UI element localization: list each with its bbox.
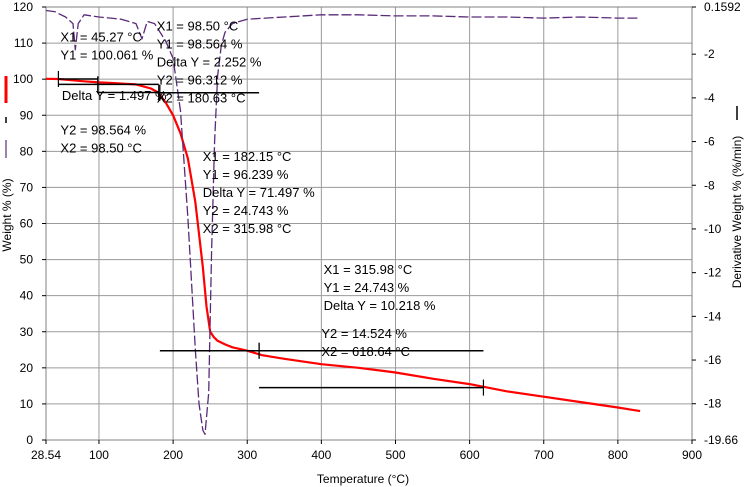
annotation-line: Delta Y = 10.218 %: [324, 298, 436, 313]
step-markers: [57, 70, 485, 396]
x-tick-label: 600: [460, 448, 480, 462]
x-tick-label: 28.54: [31, 448, 61, 462]
right-y-tick-label: -2: [704, 47, 715, 61]
left-y-tick-label: 20: [20, 361, 34, 375]
left-y-tick-label: 50: [20, 253, 34, 267]
left-y-tick-label: 120: [13, 0, 33, 14]
right-y-axis-ticks: 0.1592 -2 -4 -6 -8 -10 -12 -14 -16 -18 -19.66: [692, 0, 741, 447]
left-axis-title-group: Weight % (%): [0, 76, 14, 252]
left-y-tick-label: 30: [20, 325, 34, 339]
right-y-tick-label: -14: [704, 309, 722, 323]
right-y-tick-label: -8: [704, 178, 715, 192]
annotation-line: Delta Y = 71.497 %: [203, 185, 315, 200]
annotation-line: X2 = 618.64 °C: [321, 344, 410, 359]
x-tick-label: 500: [385, 448, 405, 462]
annotation-line: X1 = 182.15 °C: [203, 149, 292, 164]
annotation-line: Y1 = 24.743 %: [324, 280, 410, 295]
annotation-line: X1 = 315.98 °C: [324, 262, 413, 277]
annotation-line: X2 = 98.50 °C: [60, 140, 141, 155]
left-y-tick-label: 70: [20, 180, 34, 194]
annotations: X1 = 45.27 °C Y1 = 100.061 % Delta Y = 1.4…: [60, 18, 436, 359]
left-y-tick-label: 110: [14, 36, 33, 50]
right-axis-title-group: Derivative Weight % (%/min): [730, 106, 744, 288]
x-axis-title: Temperature (°C): [317, 472, 409, 486]
weight-series: [45, 77, 641, 413]
x-tick-label: 800: [608, 448, 628, 462]
annotation-line: Y1 = 98.564 %: [157, 36, 243, 51]
right-y-tick-label: -16: [704, 353, 722, 367]
left-y-tick-label: 90: [20, 108, 34, 122]
left-y-tick-label: 60: [20, 217, 34, 231]
annotation-line: Y2 = 96.312 %: [157, 72, 243, 87]
x-tick-label: 900: [682, 448, 702, 462]
annotation-line: Y2 = 14.524 %: [321, 326, 407, 341]
right-y-tick-label: -6: [704, 135, 715, 149]
left-y-tick-label: 0: [26, 433, 33, 447]
annotation-line: X2 = 180.63 °C: [157, 90, 246, 105]
annotation-line: X2 = 315.98 °C: [203, 221, 292, 236]
annotation-line: Y2 = 98.564 %: [60, 122, 146, 137]
left-y-tick-label: 10: [20, 397, 34, 411]
x-tick-label: 100: [89, 448, 109, 462]
x-tick-label: 200: [163, 448, 183, 462]
annotation-line: Y1 = 100.061 %: [60, 47, 153, 62]
right-y-tick-label: -12: [704, 266, 722, 280]
annotation-line: X1 = 98.50 °C: [157, 18, 238, 33]
annotation-line: Delta Y = 1.497 %: [62, 88, 167, 103]
annotation-line: Y2 = 24.743 %: [203, 203, 289, 218]
x-tick-label: 300: [237, 448, 257, 462]
left-y-tick-label: 100: [13, 72, 33, 86]
annotation-line: Y1 = 96.239 %: [203, 167, 289, 182]
annotation-line: X1 = 45.27 °C: [60, 29, 141, 44]
x-axis-ticks: 28.54 100 200 300 400 500 600 700 800 900: [31, 440, 702, 462]
left-y-axis-title: Weight % (%): [0, 178, 14, 251]
right-y-tick-label: -4: [704, 91, 715, 105]
x-tick-label: 400: [311, 448, 331, 462]
right-y-tick-label: -19.66: [704, 433, 738, 447]
series-layer: [45, 9, 641, 435]
grid-lines: [46, 7, 692, 440]
right-y-tick-label: 0.1592: [704, 0, 741, 14]
derivative-weight-series: [45, 9, 641, 435]
left-y-axis-ticks: 0 10 20 30 40 50 60 70 80 90 100 110 120: [13, 0, 46, 447]
annotation-line: Delta Y = 2.252 %: [157, 54, 262, 69]
right-y-tick-label: -18: [704, 397, 722, 411]
right-y-tick-label: -10: [704, 222, 722, 236]
left-y-tick-label: 80: [20, 144, 34, 158]
x-tick-label: 700: [534, 448, 554, 462]
left-y-tick-label: 40: [20, 289, 34, 303]
right-y-axis-title: Derivative Weight % (%/min): [730, 136, 744, 288]
